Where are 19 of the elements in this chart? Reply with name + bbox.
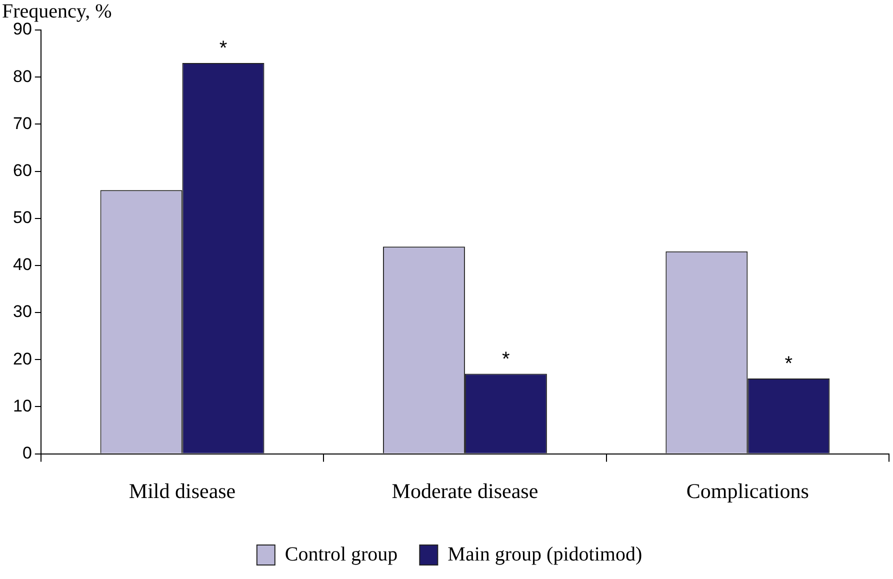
y-tick-label: 90 xyxy=(12,20,32,39)
x-tick-label: Complications xyxy=(686,478,809,503)
y-tick-label: 40 xyxy=(12,255,32,274)
y-tick-label: 10 xyxy=(12,396,32,416)
x-tick-label: Moderate disease xyxy=(392,478,538,503)
y-tick-label: 30 xyxy=(12,302,32,322)
annotation: * xyxy=(219,37,228,60)
legend-label: Control group xyxy=(284,543,398,566)
y-axis-title: Frequency, % xyxy=(2,0,112,22)
annotation: * xyxy=(784,352,793,375)
y-tick-label: 0 xyxy=(22,443,32,462)
y-tick-label: 50 xyxy=(12,208,32,228)
y-tick-label: 80 xyxy=(12,66,32,86)
x-tick-label: Mild disease xyxy=(128,478,236,503)
legend-label: Main group (pidotimod) xyxy=(448,543,642,566)
annotation: * xyxy=(502,348,510,370)
y-tick-label: 20 xyxy=(12,349,32,368)
y-tick-label: 70 xyxy=(12,114,32,133)
y-tick-label: 60 xyxy=(12,160,32,180)
